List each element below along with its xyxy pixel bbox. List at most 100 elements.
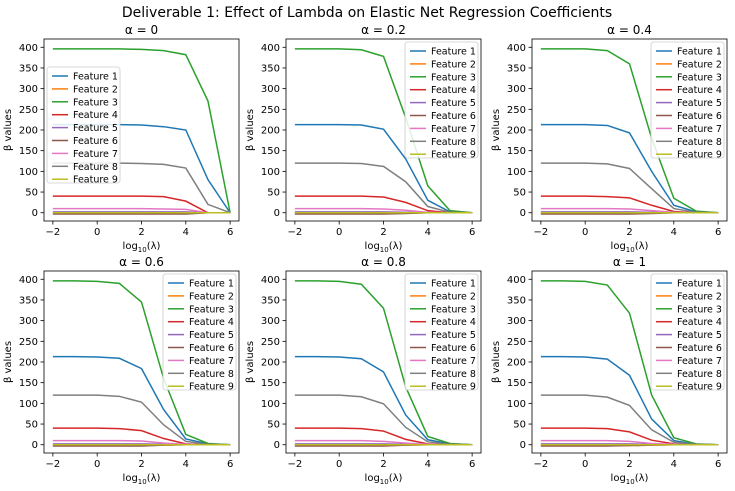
x-tick-label: 6: [469, 227, 475, 238]
y-tick-label: 300: [507, 84, 526, 95]
series-group: [52, 48, 231, 215]
x-tick-label: 0: [336, 227, 342, 238]
y-tick-label: 0: [520, 440, 526, 451]
x-axis-label: log10(λ): [611, 241, 649, 254]
y-tick-label: 50: [25, 420, 38, 431]
y-tick-label: 250: [261, 105, 280, 116]
y-tick-label: 400: [19, 275, 38, 286]
y-axis-label: β values: [491, 341, 502, 383]
y-tick-label: 250: [507, 337, 526, 348]
subplot-6: 0 50 100 150 200 250 300 350 400 −2 0 2 4 6 α = 1 log10…: [491, 255, 728, 486]
y-tick-label: 100: [19, 167, 38, 178]
subplot-4: 0 50 100 150 200 250 300 350 400 −2 0 2 4 6 α = 0.6 log…: [3, 255, 240, 486]
y-tick-label: 250: [261, 337, 280, 348]
legend-label-feature-2: Feature 2: [677, 291, 722, 302]
y-tick-label: 400: [261, 275, 280, 286]
legend-label-feature-9: Feature 9: [677, 150, 722, 161]
y-tick-label: 50: [267, 188, 280, 199]
x-axis-label: log10(λ): [365, 241, 403, 254]
series-group: [540, 48, 719, 215]
y-tick-label: 100: [261, 167, 280, 178]
x-axis-label: log10(λ): [365, 473, 403, 486]
y-tick-label: 50: [267, 420, 280, 431]
legend-label-feature-2: Feature 2: [73, 84, 118, 95]
legend-label-feature-1: Feature 1: [73, 72, 118, 83]
y-axis-label: β values: [245, 341, 256, 383]
y-tick-label: 150: [19, 146, 38, 157]
y-tick-label: 150: [19, 378, 38, 389]
legend-label-feature-6: Feature 6: [431, 343, 476, 354]
legend-label-feature-6: Feature 6: [431, 111, 476, 122]
y-tick-label: 400: [19, 43, 38, 54]
x-tick-label: 4: [183, 227, 189, 238]
y-tick-label: 200: [19, 126, 38, 137]
legend-label-feature-6: Feature 6: [189, 343, 234, 354]
y-tick-label: 0: [274, 440, 280, 451]
legend-label-feature-8: Feature 8: [431, 137, 476, 148]
legend-label-feature-8: Feature 8: [73, 162, 118, 173]
legend-label-feature-9: Feature 9: [431, 150, 476, 161]
legend-label-feature-6: Feature 6: [677, 111, 722, 122]
y-tick-label: 200: [507, 358, 526, 369]
subplot-3: 0 50 100 150 200 250 300 350 400 −2 0 2 4 6 α = 0.4 log…: [491, 23, 728, 254]
x-tick-label: 2: [138, 227, 144, 238]
subplot-2: 0 50 100 150 200 250 300 350 400 −2 0 2 4 6 α = 0.2 log…: [245, 23, 482, 254]
legend-label-feature-5: Feature 5: [677, 330, 722, 341]
y-tick-label: 300: [261, 316, 280, 327]
legend-label-feature-8: Feature 8: [677, 137, 722, 148]
legend-label-feature-9: Feature 9: [431, 382, 476, 393]
y-tick-label: 300: [507, 316, 526, 327]
x-tick-label: 0: [94, 227, 100, 238]
series-line-feature-3: [540, 280, 719, 446]
y-tick-label: 0: [32, 440, 38, 451]
series-line-feature-3: [294, 280, 473, 446]
y-tick-label: 200: [261, 358, 280, 369]
y-tick-label: 0: [274, 208, 280, 219]
y-tick-label: 200: [507, 126, 526, 137]
series-line-feature-8: [540, 162, 719, 214]
y-tick-label: 50: [25, 188, 38, 199]
x-tick-label: 4: [425, 459, 431, 470]
legend-label-feature-1: Feature 1: [677, 47, 722, 58]
y-tick-label: 150: [261, 378, 280, 389]
legend-label-feature-5: Feature 5: [431, 330, 476, 341]
legend-label-feature-4: Feature 4: [677, 85, 722, 96]
subplot-title: α = 0.4: [607, 23, 652, 37]
x-tick-label: 6: [715, 227, 721, 238]
y-tick-label: 0: [520, 208, 526, 219]
legend-label-feature-1: Feature 1: [677, 279, 722, 290]
x-tick-label: 6: [469, 459, 475, 470]
y-tick-label: 350: [507, 63, 526, 74]
x-tick-label: 2: [138, 459, 144, 470]
x-tick-label: 2: [380, 459, 386, 470]
x-tick-label: 0: [94, 459, 100, 470]
series-group: [294, 280, 473, 447]
y-tick-label: 400: [507, 43, 526, 54]
x-tick-label: 2: [380, 227, 386, 238]
y-tick-label: 350: [261, 295, 280, 306]
subplot-title: α = 0: [125, 23, 158, 37]
y-tick-label: 200: [261, 126, 280, 137]
series-group: [52, 280, 231, 447]
legend-label-feature-4: Feature 4: [677, 317, 722, 328]
legend-label-feature-3: Feature 3: [73, 97, 118, 108]
y-tick-label: 350: [19, 295, 38, 306]
y-tick-label: 50: [513, 188, 526, 199]
y-tick-label: 300: [261, 84, 280, 95]
y-tick-label: 400: [507, 275, 526, 286]
series-group: [294, 48, 473, 215]
y-tick-label: 100: [507, 399, 526, 410]
legend-label-feature-8: Feature 8: [677, 369, 722, 380]
y-tick-label: 100: [507, 167, 526, 178]
x-tick-label: 4: [671, 227, 677, 238]
legend-label-feature-4: Feature 4: [73, 110, 118, 121]
y-axis-label: β values: [245, 109, 256, 151]
y-tick-label: 50: [513, 420, 526, 431]
legend-label-feature-2: Feature 2: [431, 59, 476, 70]
y-tick-label: 100: [19, 399, 38, 410]
series-line-feature-1: [294, 355, 473, 446]
